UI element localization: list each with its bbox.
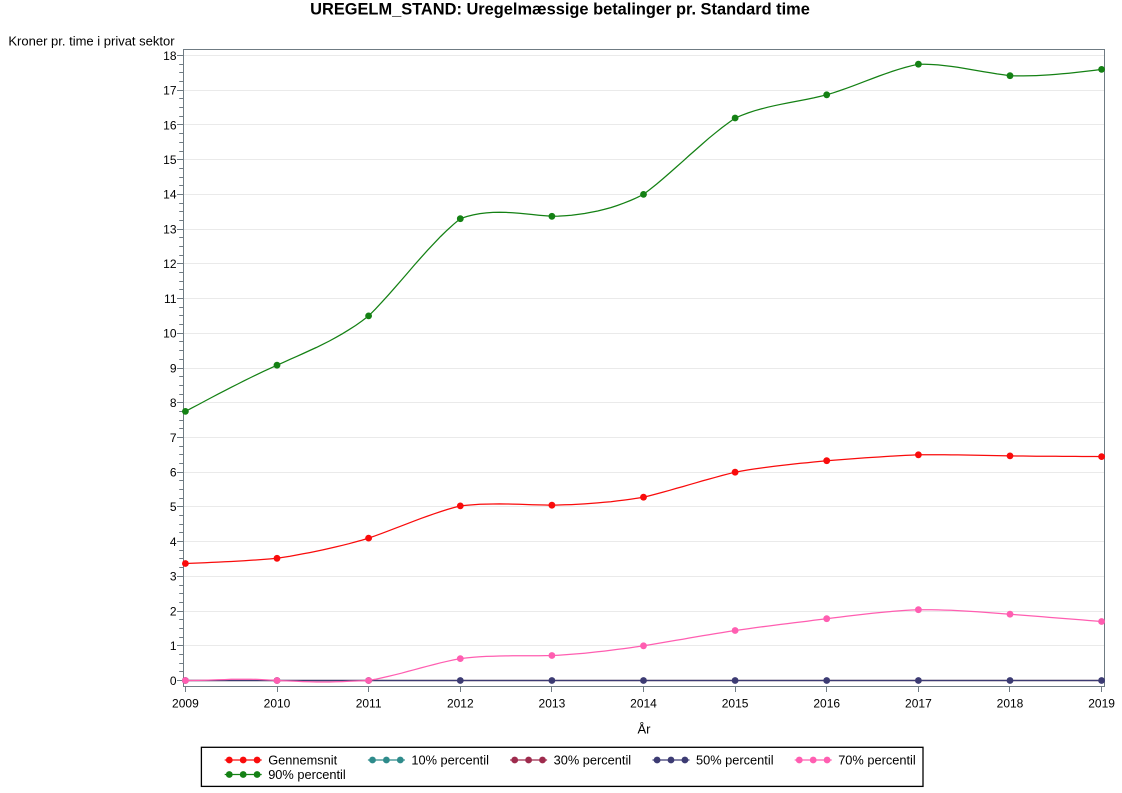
svg-text:18: 18 (163, 49, 177, 63)
svg-text:2013: 2013 (539, 697, 566, 711)
svg-text:2: 2 (170, 604, 177, 618)
svg-text:2015: 2015 (722, 697, 749, 711)
svg-text:4: 4 (170, 535, 177, 549)
svg-text:7: 7 (170, 431, 177, 445)
svg-text:2019: 2019 (1088, 697, 1115, 711)
svg-text:50% percentil: 50% percentil (696, 753, 774, 768)
svg-text:10% percentil: 10% percentil (411, 753, 489, 768)
svg-text:2017: 2017 (905, 697, 932, 711)
svg-text:16: 16 (163, 118, 177, 132)
svg-text:6: 6 (170, 466, 177, 480)
svg-text:2010: 2010 (264, 697, 291, 711)
svg-text:15: 15 (163, 153, 177, 167)
svg-text:30% percentil: 30% percentil (554, 753, 632, 768)
svg-text:8: 8 (170, 396, 177, 410)
svg-text:Gennemsnit: Gennemsnit (268, 753, 337, 768)
svg-text:2012: 2012 (447, 697, 474, 711)
svg-text:År: År (638, 721, 652, 736)
svg-text:Kroner pr. time i privat sekto: Kroner pr. time i privat sektor (8, 34, 175, 49)
svg-text:2009: 2009 (172, 697, 199, 711)
svg-text:UREGELM_STAND: Uregelmæssige b: UREGELM_STAND: Uregelmæssige betalinger … (310, 1, 810, 19)
svg-text:3: 3 (170, 570, 177, 584)
svg-text:17: 17 (163, 84, 177, 98)
svg-text:12: 12 (163, 257, 177, 271)
svg-text:9: 9 (170, 361, 177, 375)
svg-text:5: 5 (170, 500, 177, 514)
svg-text:13: 13 (163, 222, 177, 236)
svg-text:70% percentil: 70% percentil (838, 753, 916, 768)
svg-text:2016: 2016 (813, 697, 840, 711)
svg-text:10: 10 (163, 327, 177, 341)
svg-text:1: 1 (170, 639, 177, 653)
svg-text:0: 0 (170, 674, 177, 688)
svg-text:11: 11 (164, 292, 177, 306)
svg-text:90% percentil: 90% percentil (268, 767, 346, 782)
svg-text:14: 14 (163, 188, 177, 202)
svg-text:2014: 2014 (630, 697, 657, 711)
svg-text:2018: 2018 (997, 697, 1024, 711)
svg-text:2011: 2011 (356, 697, 382, 711)
